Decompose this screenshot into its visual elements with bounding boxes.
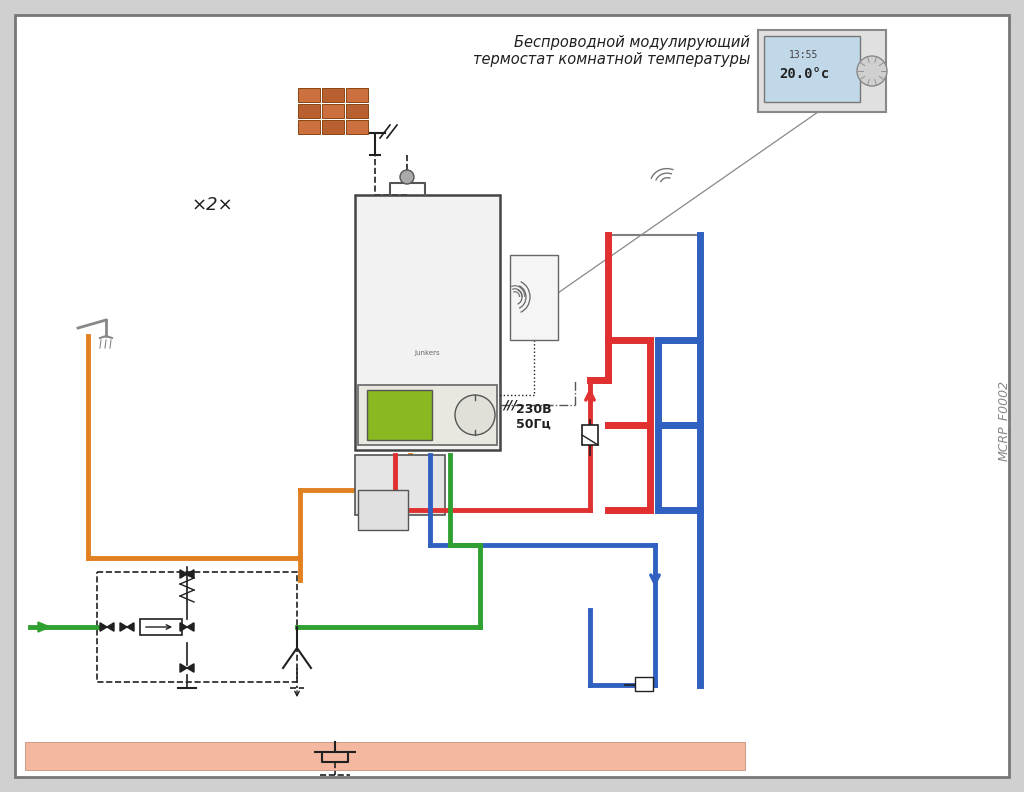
Polygon shape bbox=[100, 623, 106, 631]
Bar bbox=[298, 104, 321, 118]
Bar bbox=[510, 255, 558, 340]
Bar bbox=[358, 385, 497, 445]
Bar bbox=[346, 120, 368, 134]
Text: Беспроводной модулирующий
термостат комнатной температуры: Беспроводной модулирующий термостат комн… bbox=[473, 35, 750, 67]
Polygon shape bbox=[180, 623, 187, 631]
Bar bbox=[298, 120, 321, 134]
Circle shape bbox=[455, 395, 495, 435]
Polygon shape bbox=[106, 623, 114, 631]
FancyArrowPatch shape bbox=[295, 691, 299, 695]
Circle shape bbox=[857, 56, 887, 86]
Polygon shape bbox=[120, 623, 127, 631]
Bar bbox=[322, 88, 344, 102]
Bar bbox=[97, 572, 297, 682]
Polygon shape bbox=[187, 623, 194, 631]
Text: MCRP_F0002: MCRP_F0002 bbox=[996, 379, 1010, 461]
Bar bbox=[346, 88, 368, 102]
Bar bbox=[355, 455, 445, 515]
Bar bbox=[346, 104, 368, 118]
Polygon shape bbox=[180, 664, 187, 672]
Polygon shape bbox=[38, 622, 50, 632]
Bar bbox=[322, 120, 344, 134]
Bar bbox=[635, 677, 653, 691]
Polygon shape bbox=[187, 569, 194, 578]
Bar bbox=[25, 742, 745, 770]
Bar bbox=[322, 104, 344, 118]
Polygon shape bbox=[127, 623, 134, 631]
Bar bbox=[140, 619, 182, 635]
Bar bbox=[358, 490, 408, 530]
Text: 230В
50Гц: 230В 50Гц bbox=[516, 403, 552, 431]
Bar bbox=[367, 390, 432, 440]
FancyArrowPatch shape bbox=[145, 625, 171, 629]
Text: ///: /// bbox=[503, 398, 517, 411]
Bar bbox=[298, 88, 321, 102]
Bar bbox=[764, 36, 860, 102]
Bar bbox=[758, 30, 886, 112]
Bar bbox=[582, 425, 598, 445]
Text: ×2×: ×2× bbox=[193, 196, 233, 214]
Text: 20.0°c: 20.0°c bbox=[779, 67, 829, 81]
Text: 13:55: 13:55 bbox=[790, 50, 818, 60]
Bar bbox=[355, 195, 500, 450]
Text: Junkers: Junkers bbox=[414, 350, 440, 356]
Polygon shape bbox=[180, 569, 187, 578]
Circle shape bbox=[400, 170, 414, 184]
Polygon shape bbox=[187, 664, 194, 672]
